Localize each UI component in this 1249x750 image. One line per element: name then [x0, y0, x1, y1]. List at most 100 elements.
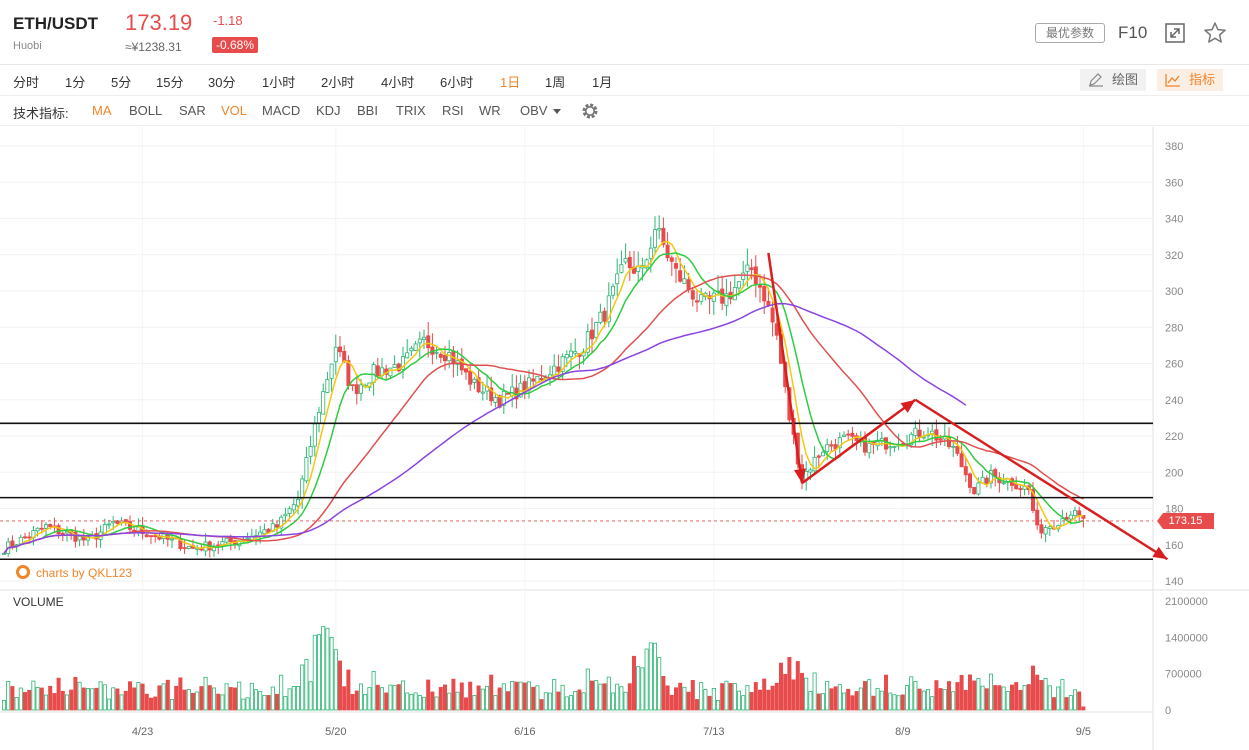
candle	[556, 366, 561, 372]
volume-bar	[753, 682, 758, 711]
indicator-ma[interactable]: MA	[92, 103, 112, 118]
candle	[850, 432, 855, 437]
volume-bar	[779, 662, 784, 711]
indicator-button[interactable]: 指标	[1157, 69, 1223, 91]
candle	[325, 379, 330, 393]
volume-bar	[421, 696, 426, 711]
candle	[308, 446, 313, 457]
candle	[724, 293, 729, 307]
volume-bar	[938, 688, 943, 711]
candle	[245, 537, 250, 540]
candle	[337, 346, 342, 353]
volume-bar	[60, 690, 65, 711]
volume-bar	[190, 692, 195, 711]
volume-bar	[892, 694, 897, 711]
exchange-name: Huobi	[13, 40, 42, 52]
ma10-line	[3, 252, 1084, 554]
indicator-rsi[interactable]: RSI	[442, 103, 464, 118]
indicator-bbi[interactable]: BBI	[357, 103, 378, 118]
period-tab-30min[interactable]: 30分	[208, 75, 236, 90]
period-tab-6h[interactable]: 6小时	[440, 75, 474, 90]
volume-bar	[258, 691, 263, 711]
candle	[304, 457, 309, 482]
candle	[682, 278, 687, 284]
indicator-obv[interactable]: OBV	[520, 103, 548, 118]
indicator-boll[interactable]: BOLL	[129, 103, 163, 118]
draw-button[interactable]: 绘图	[1080, 69, 1146, 91]
chart-watermark: charts by QKL123	[16, 565, 132, 580]
volume-bar	[900, 694, 905, 711]
candle	[531, 378, 536, 382]
period-tab-1min[interactable]: 1分	[65, 75, 86, 90]
volume-bar	[379, 687, 384, 711]
candle	[951, 445, 956, 448]
indicator-kdj[interactable]: KDJ	[316, 103, 341, 118]
volume-bar	[195, 691, 200, 711]
volume-bar	[39, 687, 44, 711]
f10-button[interactable]: F10	[1118, 23, 1148, 42]
volume-bar	[686, 691, 691, 711]
volume-bar	[682, 686, 687, 711]
candle	[623, 258, 628, 263]
candle	[392, 364, 397, 368]
fullscreen-icon[interactable]	[1164, 22, 1186, 44]
candle	[77, 535, 82, 541]
candle	[405, 352, 410, 359]
volume-bar	[758, 689, 763, 711]
volume-bar	[295, 686, 300, 711]
candle	[665, 244, 670, 259]
indicator-vol[interactable]: VOL	[221, 103, 248, 118]
gear-icon[interactable]	[581, 102, 599, 120]
trend-arrow-shaft	[767, 252, 804, 484]
period-tab-1d[interactable]: 1日	[500, 75, 521, 90]
candle	[892, 446, 897, 448]
volume-bar	[926, 688, 931, 711]
volume-bar	[1052, 697, 1057, 711]
volume-bar	[716, 699, 721, 711]
period-tab-1w[interactable]: 1周	[545, 75, 566, 90]
volume-bar	[762, 678, 767, 711]
period-tab-5min[interactable]: 5分	[111, 75, 132, 90]
candle	[560, 356, 565, 372]
star-icon[interactable]	[1203, 21, 1227, 45]
period-tab-timeshare[interactable]: 分时	[13, 75, 40, 90]
period-tab-2h[interactable]: 2小时	[321, 75, 355, 90]
volume-bar	[1073, 689, 1078, 711]
candle	[44, 524, 49, 529]
candle	[115, 520, 120, 524]
candlesticks	[2, 215, 1086, 558]
period-tab-4h[interactable]: 4小时	[381, 75, 415, 90]
volume-bar	[107, 698, 112, 711]
indicator-trix[interactable]: TRIX	[396, 103, 426, 118]
indicator-sar[interactable]: SAR	[179, 103, 206, 118]
volume-bar	[44, 694, 49, 711]
candle	[590, 329, 595, 340]
period-tab-1mon[interactable]: 1月	[592, 75, 613, 90]
volume-bar	[829, 688, 834, 711]
chevron-down-icon[interactable]	[553, 109, 561, 114]
volume-bar	[153, 696, 158, 711]
period-tab-1h[interactable]: 1小时	[262, 75, 296, 90]
volume-bar	[522, 682, 527, 711]
volume-bar	[661, 676, 666, 711]
candle	[690, 290, 695, 300]
volume-bar	[543, 692, 548, 711]
volume-bar	[909, 676, 914, 711]
volume-bar	[720, 683, 725, 711]
indicator-macd[interactable]: MACD	[262, 103, 301, 118]
candle	[283, 513, 288, 517]
volume-bar	[619, 686, 624, 711]
volume-bar	[455, 691, 460, 711]
volume-bar	[174, 685, 179, 711]
candle	[976, 482, 981, 495]
period-tab-15min[interactable]: 15分	[156, 75, 184, 90]
best-params-button[interactable]: 最优参数	[1035, 23, 1105, 43]
x-tick-label: 8/9	[895, 726, 910, 738]
candle	[955, 446, 960, 454]
volume-bar	[232, 687, 237, 711]
indicator-wr[interactable]: WR	[479, 103, 501, 118]
candle	[39, 527, 44, 530]
volume-bar	[539, 699, 544, 711]
price-chart[interactable]: 140 160 180 200 220 240 260 280 300 320 340 360 380 0…	[0, 127, 1249, 750]
volume-bar	[917, 688, 922, 711]
